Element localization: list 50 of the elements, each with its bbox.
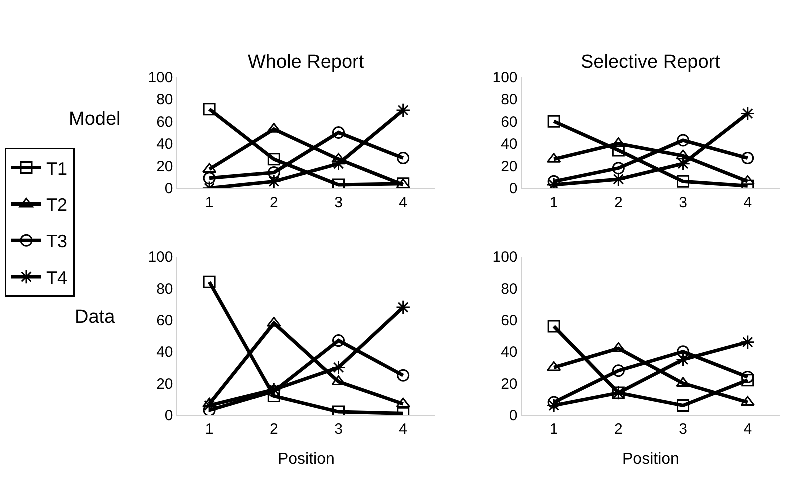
y-tick-label: 20 bbox=[156, 158, 174, 176]
y-tick-label: 80 bbox=[156, 280, 174, 298]
y-axis-title: Model bbox=[69, 109, 121, 130]
y-tick-label: 0 bbox=[164, 407, 174, 424]
y-tick-label: 40 bbox=[501, 344, 518, 362]
x-tick-label: 3 bbox=[679, 421, 688, 438]
y-axis-title: Data bbox=[75, 307, 116, 328]
x-tick-label: 1 bbox=[205, 421, 214, 438]
legend-label: T4 bbox=[46, 268, 68, 288]
y-tick-label: 60 bbox=[501, 312, 518, 330]
y-tick-label: 60 bbox=[501, 114, 518, 131]
x-tick-label: 3 bbox=[679, 194, 688, 212]
legend-label: T1 bbox=[46, 158, 68, 179]
x-tick-label: 1 bbox=[205, 194, 214, 212]
x-tick-label: 4 bbox=[399, 194, 408, 212]
y-tick-label: 40 bbox=[501, 136, 518, 154]
y-tick-label: 0 bbox=[509, 407, 518, 424]
y-tick-label: 40 bbox=[156, 344, 174, 362]
chart-title: Selective Report bbox=[581, 52, 722, 73]
y-tick-label: 40 bbox=[156, 136, 174, 154]
x-axis-title: Position bbox=[278, 450, 335, 468]
x-tick-label: 4 bbox=[399, 421, 408, 438]
y-tick-label: 100 bbox=[148, 69, 174, 86]
y-tick-label: 80 bbox=[156, 92, 174, 109]
x-tick-label: 3 bbox=[334, 194, 343, 212]
chart-title: Whole Report bbox=[248, 52, 365, 73]
x-tick-label: 4 bbox=[744, 194, 752, 212]
y-tick-label: 60 bbox=[156, 114, 174, 131]
legend-label: T2 bbox=[46, 195, 68, 216]
y-tick-label: 0 bbox=[509, 180, 518, 198]
y-tick-label: 80 bbox=[501, 92, 518, 109]
x-tick-label: 3 bbox=[334, 421, 343, 438]
x-tick-label: 2 bbox=[270, 421, 278, 438]
x-tick-label: 1 bbox=[550, 421, 558, 438]
y-tick-label: 100 bbox=[492, 69, 518, 86]
x-axis-title: Position bbox=[622, 450, 680, 468]
x-tick-label: 2 bbox=[614, 421, 623, 438]
y-tick-label: 80 bbox=[501, 280, 518, 298]
y-tick-label: 0 bbox=[164, 180, 174, 198]
x-tick-label: 1 bbox=[550, 194, 558, 212]
y-tick-label: 100 bbox=[148, 249, 174, 266]
x-tick-label: 4 bbox=[744, 421, 752, 438]
y-tick-label: 60 bbox=[156, 312, 174, 330]
x-tick-label: 2 bbox=[614, 194, 623, 212]
y-tick-label: 20 bbox=[156, 376, 174, 393]
x-tick-label: 2 bbox=[270, 194, 278, 212]
y-tick-label: 20 bbox=[501, 376, 518, 393]
legend-label: T3 bbox=[46, 232, 68, 252]
y-tick-label: 100 bbox=[492, 249, 518, 266]
y-tick-label: 20 bbox=[501, 158, 518, 176]
